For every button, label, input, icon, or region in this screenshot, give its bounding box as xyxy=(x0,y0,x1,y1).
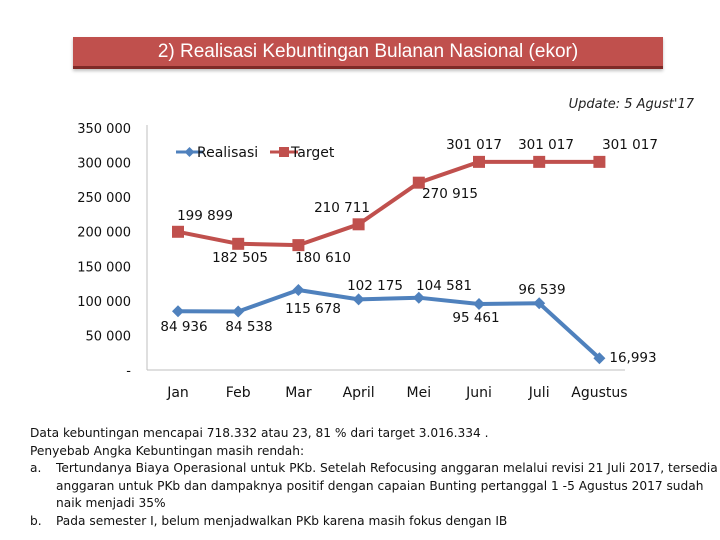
realisasi-data-label: 84 936 xyxy=(160,319,207,335)
target-point xyxy=(473,155,485,168)
notes-cause-heading: Penyebab Angka Kebuntingan masih rendah: xyxy=(30,443,305,458)
target-point xyxy=(533,155,546,168)
page-title: 2) Realisasi Kebuntingan Bulanan Nasiona… xyxy=(73,37,663,69)
x-tick-label: Juli xyxy=(528,385,550,401)
realisasi-data-label: 104 581 xyxy=(416,278,472,294)
target-data-label: 210 711 xyxy=(314,200,370,216)
y-tick-label: 300 000 xyxy=(77,157,131,172)
notes-item-b-text: Pada semester I, belum menjadwalkan PKb … xyxy=(56,513,508,528)
x-tick-label: Agustus xyxy=(571,385,627,401)
realisasi-point xyxy=(473,297,485,310)
y-tick-label: 350 000 xyxy=(77,122,131,137)
y-tick-label: 200 000 xyxy=(77,226,131,241)
target-point xyxy=(292,239,305,252)
realisasi-point xyxy=(292,284,305,297)
update-label: Update: 5 Agust'17 xyxy=(568,97,694,112)
x-tick-label: Feb xyxy=(226,385,251,401)
realisasi-data-label: 84 538 xyxy=(225,319,272,335)
y-tick-label: 50 000 xyxy=(86,329,132,344)
target-data-label: 180 610 xyxy=(295,250,351,266)
target-data-label: 301 017 xyxy=(446,137,502,153)
notes-item-a: a. Tertundanya Biaya Operasional untuk P… xyxy=(30,460,720,513)
notes-item-a-marker: a. xyxy=(30,461,42,476)
target-data-label: 301 017 xyxy=(602,137,658,153)
target-data-label: 199 899 xyxy=(177,208,233,224)
realisasi-point xyxy=(533,297,546,310)
target-point xyxy=(232,237,245,250)
target-point xyxy=(352,218,365,231)
legend-realisasi-label: Realisasi xyxy=(197,145,258,161)
target-point xyxy=(172,225,184,238)
x-tick-label: Jan xyxy=(166,385,189,401)
y-tick-label: - xyxy=(126,364,131,379)
realisasi-data-label: 96 539 xyxy=(518,282,565,298)
target-data-label: 301 017 xyxy=(518,137,574,153)
legend-target-marker xyxy=(279,147,289,157)
notes-item-a-text: Tertundanya Biaya Operasional untuk PKb.… xyxy=(56,461,718,511)
realisasi-point xyxy=(232,305,245,318)
y-tick-label: 150 000 xyxy=(77,260,131,275)
notes-summary: Data kebuntingan mencapai 718.332 atau 2… xyxy=(30,426,489,440)
target-point xyxy=(412,176,425,189)
y-tick-label: 100 000 xyxy=(77,295,131,310)
legend-target-label: Target xyxy=(290,145,335,161)
notes-item-b: b. Pada semester I, belum menjadwalkan P… xyxy=(30,513,720,531)
x-tick-label: April xyxy=(343,385,375,401)
realisasi-data-label: 115 678 xyxy=(285,301,341,317)
x-tick-label: Juni xyxy=(465,385,492,401)
realisasi-line xyxy=(177,288,601,360)
realisasi-point xyxy=(172,305,184,318)
notes: Data kebuntingan mencapai 718.332 atau 2… xyxy=(30,425,720,531)
target-data-label: 270 915 xyxy=(422,186,478,202)
realisasi-data-label: 95 461 xyxy=(452,310,499,326)
realisasi-point xyxy=(352,293,365,306)
target-line xyxy=(177,159,600,248)
target-data-label: 182 505 xyxy=(212,250,268,266)
realisasi-point xyxy=(412,291,425,304)
x-tick-label: Mei xyxy=(407,385,432,401)
line-chart: - 50 000 100 000 150 000 200 000 250 000 300 0… xyxy=(77,122,658,401)
y-tick-label: 250 000 xyxy=(77,191,131,206)
realisasi-data-label: 16,993 xyxy=(609,350,656,366)
x-tick-label: Mar xyxy=(285,385,312,401)
target-point xyxy=(593,155,606,168)
notes-item-b-marker: b. xyxy=(30,513,42,528)
realisasi-data-label: 102 175 xyxy=(347,278,403,294)
realisasi-point xyxy=(593,352,606,365)
legend-realisasi-marker xyxy=(184,147,195,157)
